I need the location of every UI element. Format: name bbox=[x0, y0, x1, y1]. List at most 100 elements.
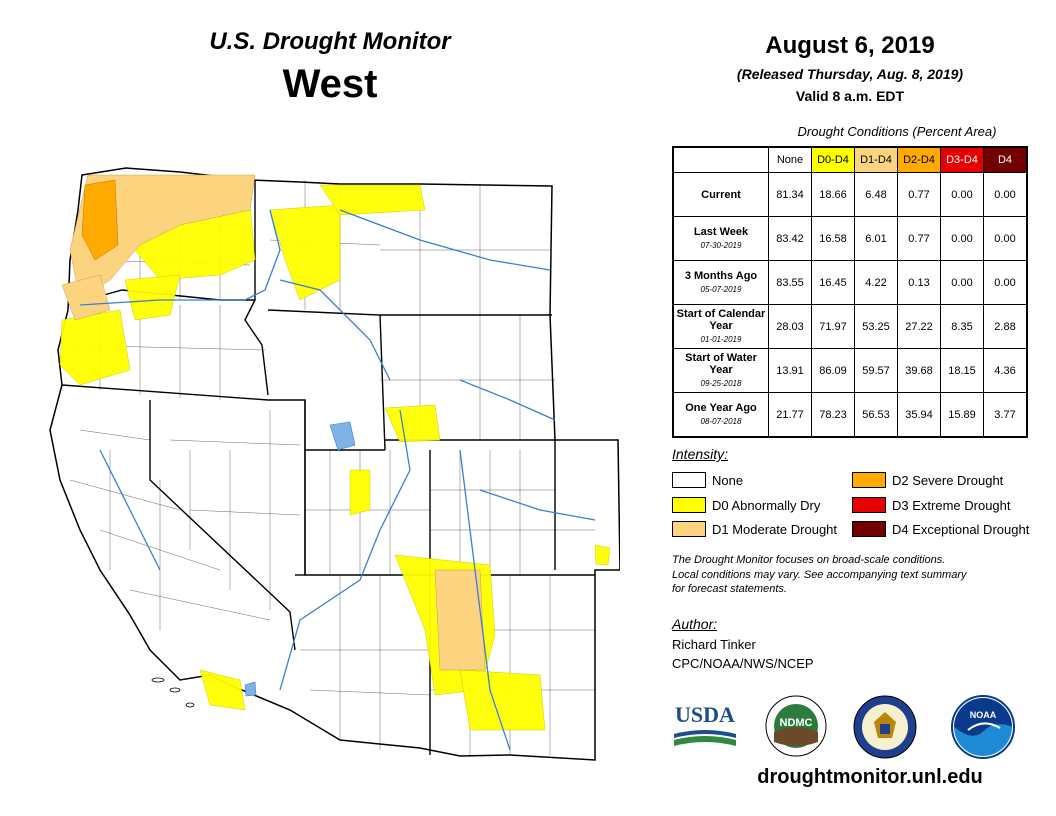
table-cell: 56.53 bbox=[854, 392, 898, 438]
legend-label: None bbox=[712, 472, 744, 488]
d0-or-west bbox=[59, 309, 131, 386]
legend-swatch-d4 bbox=[852, 521, 886, 537]
table-header-row: None D0-D4 D1-D4 D2-D4 D3-D4 D4 bbox=[673, 146, 1028, 173]
release-date: (Released Thursday, Aug. 8, 2019) bbox=[736, 66, 964, 82]
col-d4: D4 bbox=[983, 146, 1028, 173]
legend-label: D4 Exceptional Drought bbox=[892, 521, 1030, 537]
website-url[interactable]: droughtmonitor.unl.edu bbox=[757, 766, 983, 788]
table-cell: 0.00 bbox=[983, 172, 1028, 217]
table-cell: 0.00 bbox=[983, 260, 1028, 305]
d0-or-north bbox=[124, 274, 181, 321]
drought-map bbox=[40, 150, 621, 770]
or-ca-border bbox=[61, 384, 269, 401]
table-cell: 81.34 bbox=[768, 172, 812, 217]
snake-river bbox=[279, 279, 391, 381]
legend-label: D3 Extreme Drought bbox=[892, 497, 1011, 513]
rio-grande bbox=[459, 449, 511, 751]
d0-ut bbox=[349, 469, 371, 516]
table-cell: 16.58 bbox=[811, 216, 855, 261]
missouri-river bbox=[339, 209, 551, 271]
table-cell: 6.01 bbox=[854, 216, 898, 261]
legend-swatch-d3 bbox=[852, 497, 886, 513]
table-cell: 0.13 bbox=[897, 260, 941, 305]
table-row: Start of Water Year 09-25-2018 13.91 86.09 5… bbox=[672, 348, 1028, 393]
table-cell: 6.48 bbox=[854, 172, 898, 217]
table-cell: 21.77 bbox=[768, 392, 812, 438]
legend-swatch-d1 bbox=[672, 521, 706, 537]
commerce-logo bbox=[852, 694, 918, 760]
ndmc-logo-icon: NDMC bbox=[765, 695, 827, 757]
table-cell: 78.23 bbox=[811, 392, 855, 438]
legend-swatch-none bbox=[672, 472, 706, 488]
table-row: 3 Months Ago 05-07-2019 83.55 16.45 4.22 0.13… bbox=[672, 260, 1028, 305]
author-heading: Author: bbox=[672, 616, 718, 632]
row-label: Start of Calendar Year 01-01-2019 bbox=[672, 304, 769, 349]
table-cell: 0.77 bbox=[897, 172, 941, 217]
table-cell: 86.09 bbox=[811, 348, 855, 393]
col-none: None bbox=[768, 146, 812, 173]
table-cell: 2.88 bbox=[983, 304, 1028, 349]
product-title: U.S. Drought Monitor bbox=[209, 28, 451, 55]
ndmc-logo: NDMC bbox=[764, 694, 828, 758]
noaa-logo-icon: NOAA bbox=[951, 695, 1015, 759]
table-cell: 13.91 bbox=[768, 348, 812, 393]
table-cell: 0.00 bbox=[940, 172, 984, 217]
row-label: One Year Ago 08-07-2018 bbox=[672, 392, 769, 438]
table-corner bbox=[673, 147, 769, 173]
ndmc-text: NDMC bbox=[780, 717, 813, 729]
table-cell: 3.77 bbox=[983, 392, 1028, 438]
table-cell: 35.94 bbox=[897, 392, 941, 438]
col-d1-d4: D1-D4 bbox=[854, 146, 898, 173]
legend-swatch-d2 bbox=[852, 472, 886, 488]
legend-item-d4: D4 Exceptional Drought bbox=[852, 521, 1029, 537]
row-date: 09-25-2018 bbox=[700, 378, 742, 388]
lakes bbox=[244, 421, 356, 697]
noaa-logo: NOAA bbox=[950, 694, 1016, 760]
sacramento-river bbox=[99, 449, 161, 571]
row-date: 07-30-2019 bbox=[700, 240, 742, 250]
legend-label: D2 Severe Drought bbox=[892, 472, 1004, 488]
row-label-text: Last Week bbox=[693, 225, 749, 238]
platte-river bbox=[459, 379, 556, 421]
table-cell: 0.00 bbox=[983, 216, 1028, 261]
table-cell: 0.77 bbox=[897, 216, 941, 261]
row-label: Current bbox=[672, 172, 769, 217]
usda-text: USDA bbox=[675, 702, 735, 727]
row-date: 01-01-2019 bbox=[700, 334, 742, 344]
colorado-river bbox=[279, 409, 411, 691]
d1-or-coast bbox=[61, 274, 111, 321]
row-label-text: One Year Ago bbox=[685, 401, 757, 414]
state-borders bbox=[61, 180, 595, 755]
valid-time: Valid 8 a.m. EDT bbox=[795, 88, 905, 104]
table-cell: 0.00 bbox=[940, 216, 984, 261]
intensity-title: Intensity: bbox=[672, 446, 729, 462]
table-cell: 53.25 bbox=[854, 304, 898, 349]
author-org: CPC/NOAA/NWS/NCEP bbox=[672, 656, 814, 671]
arkansas-river bbox=[479, 489, 596, 521]
table-cell: 4.22 bbox=[854, 260, 898, 305]
salton-sea bbox=[244, 681, 257, 697]
row-label-text: 3 Months Ago bbox=[684, 269, 758, 282]
row-label: Last Week 07-30-2019 bbox=[672, 216, 769, 261]
channel-islands bbox=[151, 677, 195, 708]
legend-swatch-d0 bbox=[672, 497, 706, 513]
legend-item-d1: D1 Moderate Drought bbox=[672, 521, 837, 537]
table-cell: 8.35 bbox=[940, 304, 984, 349]
author-name: Richard Tinker bbox=[672, 637, 756, 652]
row-date: 05-07-2019 bbox=[700, 284, 742, 294]
legend-item-d0: D0 Abnormally Dry bbox=[672, 497, 820, 513]
d0-mt-north bbox=[319, 184, 426, 216]
table-cell: 39.68 bbox=[897, 348, 941, 393]
note-line: The Drought Monitor focuses on broad-sca… bbox=[672, 554, 946, 566]
table-cell: 28.03 bbox=[768, 304, 812, 349]
legend-item-d3: D3 Extreme Drought bbox=[852, 497, 1011, 513]
table-row: Start of Calendar Year 01-01-2019 28.03 71.… bbox=[672, 304, 1028, 349]
row-label-text: Current bbox=[701, 188, 741, 201]
usda-logo: USDA bbox=[672, 700, 738, 750]
table-cell: 18.66 bbox=[811, 172, 855, 217]
col-d0-d4: D0-D4 bbox=[811, 146, 855, 173]
disclaimer-note: The Drought Monitor focuses on broad-sca… bbox=[672, 553, 1032, 597]
d0-co-nw bbox=[384, 404, 441, 443]
d0-nm-south bbox=[459, 669, 546, 731]
table-cell: 0.00 bbox=[940, 260, 984, 305]
